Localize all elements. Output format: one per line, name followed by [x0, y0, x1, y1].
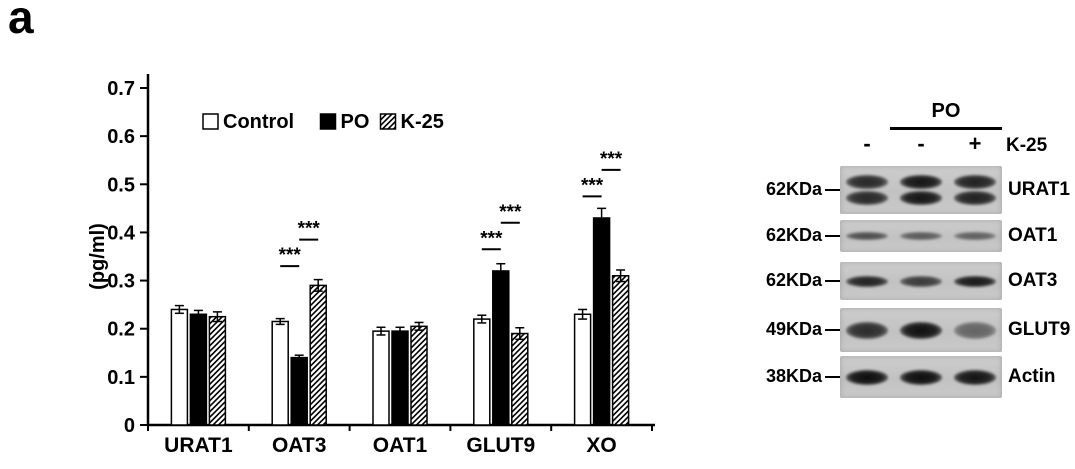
kda-label: 62KDa	[765, 225, 822, 245]
blot-box	[840, 308, 1002, 352]
blot-band	[954, 191, 996, 205]
blot-band	[846, 321, 888, 339]
blot-band	[900, 232, 942, 240]
significance-marker: ***	[279, 245, 302, 266]
blot-band	[900, 175, 942, 189]
x-category-label: XO	[586, 434, 616, 457]
blot-band	[846, 275, 888, 287]
kda-label: 62KDa	[765, 179, 822, 199]
blot-box	[840, 356, 1002, 398]
blot-box	[840, 262, 1002, 300]
blot-box	[840, 220, 1002, 252]
y-tick-label: 0.1	[107, 367, 135, 389]
y-tick-label: 0.4	[107, 222, 136, 244]
blot-band	[900, 321, 942, 339]
significance-marker: ***	[600, 149, 623, 170]
blot-band	[900, 369, 942, 385]
y-tick-label: 0.6	[107, 126, 135, 148]
y-tick-label: 0.5	[107, 174, 135, 196]
legend-label-control: Control	[223, 111, 294, 133]
lane-sign: +	[968, 131, 982, 156]
blot-band	[846, 369, 888, 385]
x-category-label: GLUT9	[466, 434, 535, 457]
blot-band	[846, 175, 888, 189]
blot-band	[900, 191, 942, 205]
y-tick-label: 0.7	[107, 78, 135, 100]
y-tick-label: 0.2	[107, 319, 135, 341]
panel-label: a	[8, 0, 34, 43]
blot-band	[900, 275, 942, 287]
lane-sign: -	[917, 131, 925, 156]
protein-label: OAT3	[1008, 270, 1058, 291]
blot-box	[840, 166, 1002, 214]
kda-label: 62KDa	[765, 270, 822, 290]
legend-swatch-po	[319, 113, 337, 130]
kda-tick	[825, 375, 840, 378]
kda-label: 38KDa	[765, 366, 822, 386]
lane-sign: -	[863, 131, 871, 156]
bar-chart: 0 0.1 0.2 0.3 0.4 0.5 0.6 0.7 URAT1 OAT3 OAT1 GLUT9…	[87, 74, 655, 457]
protein-label: Actin	[1008, 366, 1056, 387]
legend-label-k-25: K-25	[401, 111, 444, 133]
significance-marker: ***	[581, 175, 604, 196]
blot-band	[954, 175, 996, 189]
blot-band	[846, 191, 888, 205]
significance-marker: ***	[480, 228, 503, 249]
blot-band	[954, 232, 996, 240]
significance-marker: ***	[298, 219, 321, 240]
y-tick-label: 0	[124, 415, 135, 437]
blot-band	[954, 369, 996, 385]
blot-band	[954, 321, 996, 339]
protein-label: GLUT9	[1008, 319, 1071, 340]
y-tick-label: 0.3	[107, 271, 135, 293]
po-underline	[890, 127, 1002, 130]
significance-marker: ***	[499, 202, 522, 223]
kda-tick	[825, 188, 840, 191]
kda-tick	[825, 279, 840, 282]
blot-band	[846, 232, 888, 240]
po-treatment-label: PO	[931, 100, 961, 122]
legend-label-po: PO	[341, 111, 370, 133]
kda-tick	[825, 328, 840, 331]
x-category-label: OAT3	[272, 434, 326, 457]
protein-label: OAT1	[1008, 225, 1058, 246]
kda-tick	[825, 234, 840, 237]
x-category-label: OAT1	[373, 434, 428, 457]
legend-swatch-k-25	[379, 113, 397, 130]
blot-band	[954, 275, 996, 287]
legend-swatch-control	[202, 113, 219, 130]
k25-label: K-25	[1006, 135, 1048, 156]
protein-label: URAT1	[1008, 179, 1070, 200]
y-axis-label: (pg/ml)	[87, 223, 109, 290]
kda-label: 49KDa	[765, 319, 822, 339]
x-category-label: URAT1	[164, 434, 233, 457]
